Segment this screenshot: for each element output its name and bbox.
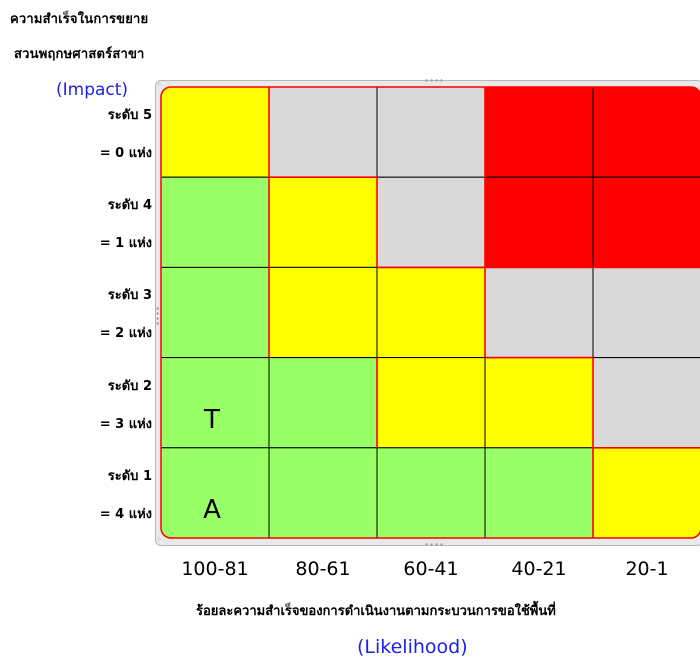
y-level-count: = 1 แห่ง (99, 236, 152, 252)
matrix-cell-r5-c5 (592, 447, 700, 538)
matrix-cell-r1-c2 (268, 87, 378, 178)
x-tick-label: 80-61 (295, 558, 351, 580)
matrix-cell-r2-c2 (268, 176, 378, 268)
matrix-cell-r3-c1 (161, 266, 270, 359)
x-tick-label: 100-81 (181, 558, 249, 580)
y-level-label: ระดับ 1 (107, 468, 152, 484)
chart-title-line-1: ความสำเร็จในการขยาย (10, 12, 149, 27)
x-tick-label: 20-1 (625, 558, 669, 580)
matrix-cell-r3-c4 (484, 266, 594, 359)
y-level-count: = 4 แห่ง (99, 506, 152, 522)
chart-title-line-2: สวนพฤกษศาสตร์สาขา (14, 47, 145, 62)
matrix-cell-r3-c5 (592, 266, 700, 359)
matrix-cell-r4-c3 (376, 357, 486, 449)
matrix-outer-border (160, 86, 700, 539)
y-level-count: = 0 แห่ง (99, 146, 152, 161)
bottom-resize-grip-icon[interactable]: ∙∙∙∙ (424, 540, 445, 549)
matrix-cell-r1-c5 (592, 87, 700, 178)
corner-bottom-left-grip-icon[interactable]: ◦ (157, 535, 162, 544)
matrix-cell-r2-c3 (376, 176, 486, 268)
cell-annotation-t: T (203, 405, 220, 435)
y-level-label: ระดับ 4 (107, 198, 152, 214)
corner-top-left-grip-icon[interactable]: ◦ (157, 80, 162, 89)
y-level-label: ระดับ 2 (107, 378, 152, 394)
y-level-label: ระดับ 3 (107, 288, 152, 304)
matrix-cell-r1-c1 (161, 87, 270, 178)
matrix-cell-r5-c3 (376, 447, 486, 538)
left-resize-grip-icon[interactable]: ∙∙∙∙ (153, 306, 162, 327)
matrix-cell-r5-c2 (268, 447, 378, 538)
y-level-label: ระดับ 5 (107, 108, 152, 123)
x-axis-title: ร้อยละความสำเร็จของการดำเนินงานตามกระบวน… (196, 604, 556, 619)
matrix-cell-r1-c4 (484, 87, 594, 178)
x-tick-label: 40-21 (511, 558, 567, 580)
matrix-cell-r2-c1 (161, 176, 270, 268)
likelihood-axis-label: (Likelihood) (357, 636, 468, 658)
y-level-count: = 3 แห่ง (99, 416, 152, 432)
matrix-cell-r4-c4 (484, 357, 594, 449)
cell-annotation-a: A (203, 495, 221, 525)
matrix-cell-r4-c2 (268, 357, 378, 449)
top-resize-grip-icon[interactable]: ∙∙∙∙ (424, 76, 445, 85)
matrix-cell-r2-c5 (592, 176, 700, 268)
matrix-cell-r2-c4 (484, 176, 594, 268)
matrix-cell-r1-c3 (376, 87, 486, 178)
matrix-cell-r4-c5 (592, 357, 700, 449)
x-tick-label: 60-41 (403, 558, 459, 580)
matrix-cell-r3-c3 (376, 266, 486, 359)
y-level-count: = 2 แห่ง (99, 326, 152, 342)
matrix-cell-r3-c2 (268, 266, 378, 359)
impact-axis-label: (Impact) (56, 80, 129, 100)
matrix-cell-r5-c4 (484, 447, 594, 538)
